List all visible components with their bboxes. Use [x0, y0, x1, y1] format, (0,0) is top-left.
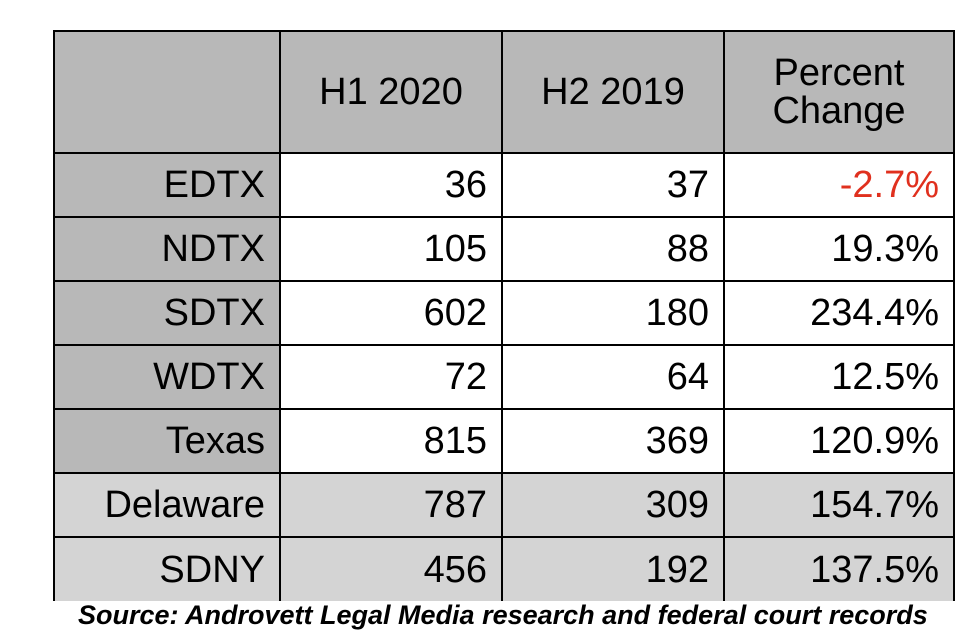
cell-percent-change: 12.5%: [723, 344, 955, 410]
header-cell-h1-2020: H1 2020: [279, 30, 503, 154]
header-percent-line1: Percent: [773, 52, 905, 94]
data-table: H1 2020 H2 2019 Percent Change EDTX 36 37…: [53, 30, 955, 601]
cell-h1-2020: 602: [279, 280, 503, 346]
table-row: SDNY 456 192 137.5%: [53, 536, 955, 601]
header-row: H1 2020 H2 2019 Percent Change: [53, 30, 955, 154]
cell-percent-change: -2.7%: [723, 152, 955, 218]
table-row: Texas 815 369 120.9%: [53, 408, 955, 474]
cell-percent-change: 137.5%: [723, 536, 955, 601]
header-percent-line2: Change: [772, 90, 906, 132]
cell-h2-2019: 180: [501, 280, 725, 346]
row-label: NDTX: [53, 216, 281, 282]
cell-h1-2020: 105: [279, 216, 503, 282]
cell-h2-2019: 192: [501, 536, 725, 601]
cell-h2-2019: 37: [501, 152, 725, 218]
row-label: SDTX: [53, 280, 281, 346]
cell-h1-2020: 456: [279, 536, 503, 601]
cell-percent-change: 234.4%: [723, 280, 955, 346]
row-label: Delaware: [53, 472, 281, 538]
row-label: SDNY: [53, 536, 281, 601]
cell-percent-change: 120.9%: [723, 408, 955, 474]
cell-h1-2020: 36: [279, 152, 503, 218]
cell-h2-2019: 64: [501, 344, 725, 410]
source-note: Source: Androvett Legal Media research a…: [78, 600, 928, 630]
cell-percent-change: 19.3%: [723, 216, 955, 282]
row-label: WDTX: [53, 344, 281, 410]
table-row: Delaware 787 309 154.7%: [53, 472, 955, 538]
cell-h1-2020: 72: [279, 344, 503, 410]
table-row: NDTX 105 88 19.3%: [53, 216, 955, 282]
header-cell-percent-change: Percent Change: [723, 30, 955, 154]
cell-h1-2020: 787: [279, 472, 503, 538]
table-row: SDTX 602 180 234.4%: [53, 280, 955, 346]
header-cell-h2-2019: H2 2019: [501, 30, 725, 154]
table-row: EDTX 36 37 -2.7%: [53, 152, 955, 218]
cell-h1-2020: 815: [279, 408, 503, 474]
table-row: WDTX 72 64 12.5%: [53, 344, 955, 410]
row-label: EDTX: [53, 152, 281, 218]
cell-h2-2019: 88: [501, 216, 725, 282]
cell-h2-2019: 369: [501, 408, 725, 474]
cell-percent-change: 154.7%: [723, 472, 955, 538]
cell-h2-2019: 309: [501, 472, 725, 538]
row-label: Texas: [53, 408, 281, 474]
header-cell-blank: [53, 30, 281, 154]
